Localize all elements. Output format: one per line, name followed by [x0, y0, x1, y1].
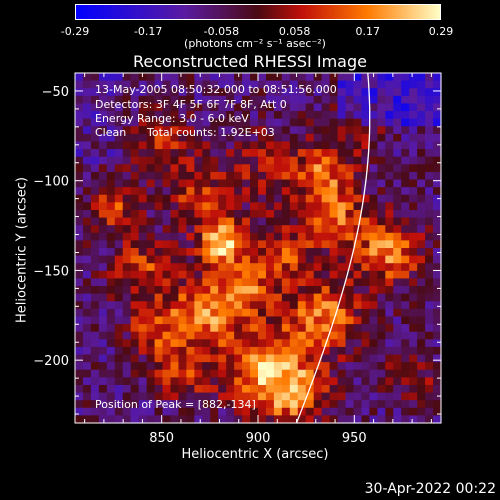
y-tick-label: −50	[42, 85, 69, 100]
annotation-text: Clean	[95, 126, 126, 139]
heatmap-image	[75, 73, 442, 424]
colorbar-units: (photons cm⁻² s⁻¹ asec⁻²)	[184, 37, 326, 50]
x-tick-label: 850	[149, 431, 174, 446]
colorbar-tick-label: -0.29	[60, 25, 90, 38]
solar-limb	[295, 72, 371, 424]
annotation-text: Energy Range: 3.0 - 6.0 keV	[95, 112, 249, 125]
annotation-text: Total counts: 1.92E+03	[146, 126, 275, 139]
x-axis-label: Heliocentric X (arcsec)	[181, 447, 329, 462]
chart-title: Reconstructed RHESSI Image	[133, 52, 367, 71]
x-tick-label: 950	[342, 431, 367, 446]
y-tick-label: −150	[33, 264, 69, 279]
colorbar-tick-label: 0.17	[355, 25, 381, 38]
annotation-text: Detectors: 3F 4F 5F 6F 7F 8F, Att 0	[95, 98, 287, 111]
x-tick-label: 900	[246, 431, 271, 446]
colorbar	[75, 4, 441, 20]
colorbar-tick-label: 0.29	[428, 25, 454, 38]
colorbar-tick-label: -0.058	[203, 25, 240, 38]
colorbar-tick-label: 0.058	[278, 25, 311, 38]
y-axis-label: Heliocentric Y (arcsec)	[14, 177, 30, 323]
y-tick-label: −200	[33, 354, 69, 369]
colorbar-tick-label: -0.17	[133, 25, 163, 38]
peak-label: Position of Peak = [882,-134]	[95, 398, 256, 411]
y-tick-label: −100	[33, 175, 69, 190]
timestamp: 30-Apr-2022 00:22	[364, 481, 496, 497]
annotation-text: 13-May-2005 08:50:32.000 to 08:51:56.000	[95, 83, 337, 96]
